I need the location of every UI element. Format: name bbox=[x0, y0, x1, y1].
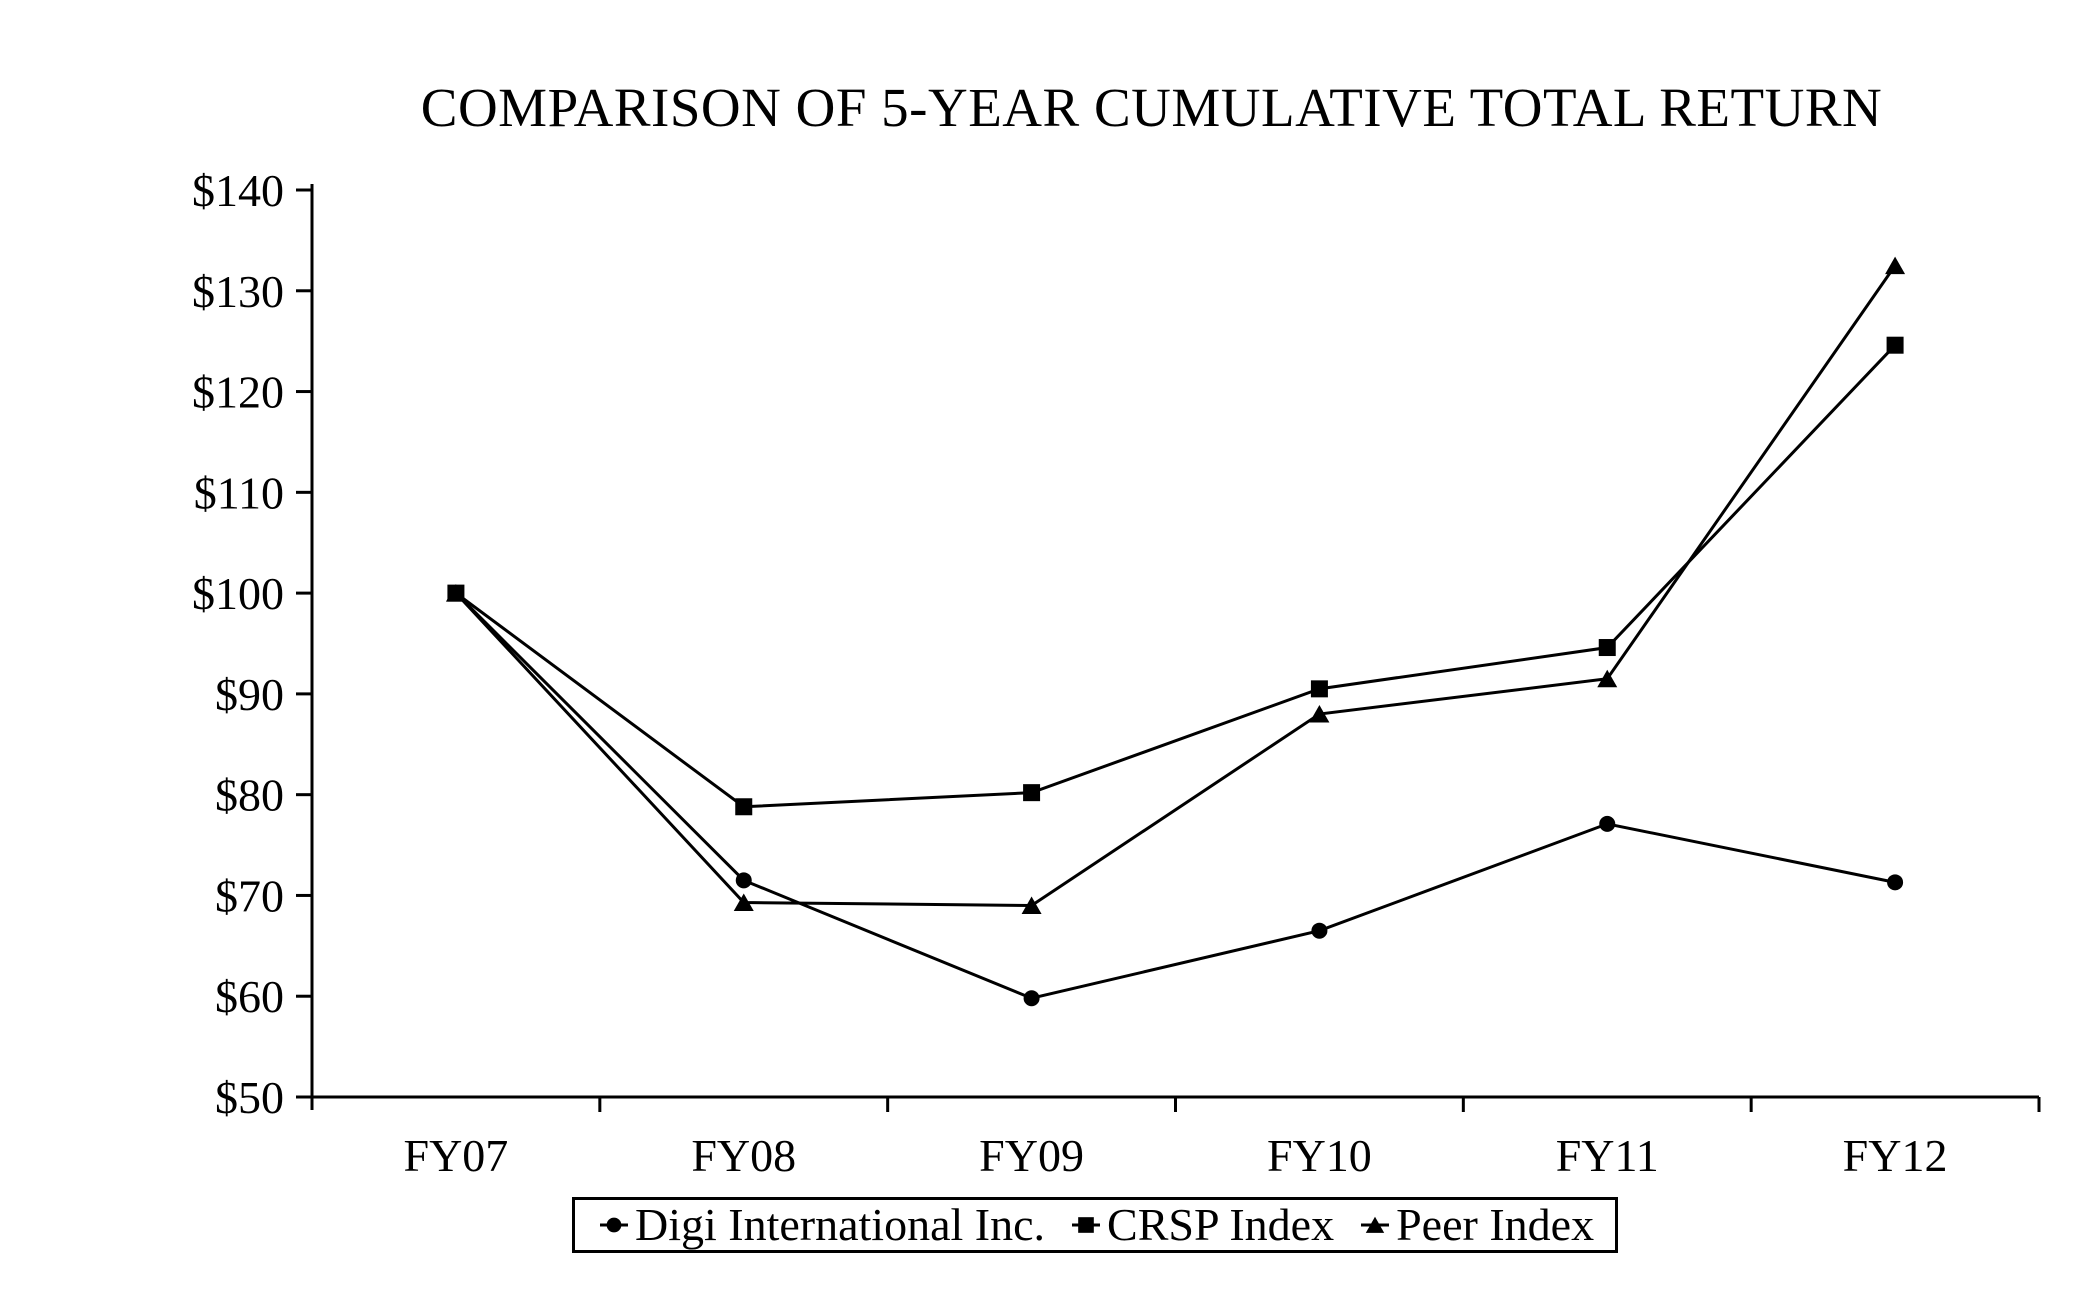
svg-text:$120: $120 bbox=[192, 367, 284, 418]
legend-label: CRSP Index bbox=[1107, 1199, 1335, 1250]
svg-text:$110: $110 bbox=[194, 467, 284, 518]
svg-text:$50: $50 bbox=[215, 1072, 284, 1123]
svg-text:FY09: FY09 bbox=[979, 1130, 1084, 1181]
triangle-series-marker-icon bbox=[1361, 1216, 1390, 1233]
chart-legend: Digi International Inc. CRSP Index Peer … bbox=[572, 1197, 1618, 1253]
svg-text:$70: $70 bbox=[215, 870, 284, 921]
legend-label: Peer Index bbox=[1396, 1199, 1595, 1250]
svg-text:FY08: FY08 bbox=[691, 1130, 796, 1181]
legend-item-crsp-index: CRSP Index bbox=[1071, 1202, 1334, 1248]
svg-text:$80: $80 bbox=[215, 770, 284, 821]
square-series-marker-icon bbox=[1072, 1217, 1101, 1233]
svg-text:FY12: FY12 bbox=[1843, 1130, 1948, 1181]
svg-text:$140: $140 bbox=[192, 165, 284, 216]
svg-text:$100: $100 bbox=[192, 568, 284, 619]
legend-item-digi-international: Digi International Inc. bbox=[599, 1202, 1045, 1248]
circle-series-marker-icon bbox=[600, 1217, 628, 1233]
legend-item-peer-index: Peer Index bbox=[1360, 1202, 1594, 1248]
svg-text:FY11: FY11 bbox=[1556, 1130, 1659, 1181]
svg-text:FY07: FY07 bbox=[404, 1130, 509, 1181]
chart-title: COMPARISON OF 5-YEAR CUMULATIVE TOTAL RE… bbox=[420, 77, 1883, 138]
legend-label: Digi International Inc. bbox=[635, 1199, 1046, 1250]
svg-text:$130: $130 bbox=[192, 266, 284, 317]
svg-text:$90: $90 bbox=[215, 669, 284, 720]
svg-text:FY10: FY10 bbox=[1267, 1130, 1372, 1181]
svg-text:$60: $60 bbox=[215, 971, 284, 1022]
